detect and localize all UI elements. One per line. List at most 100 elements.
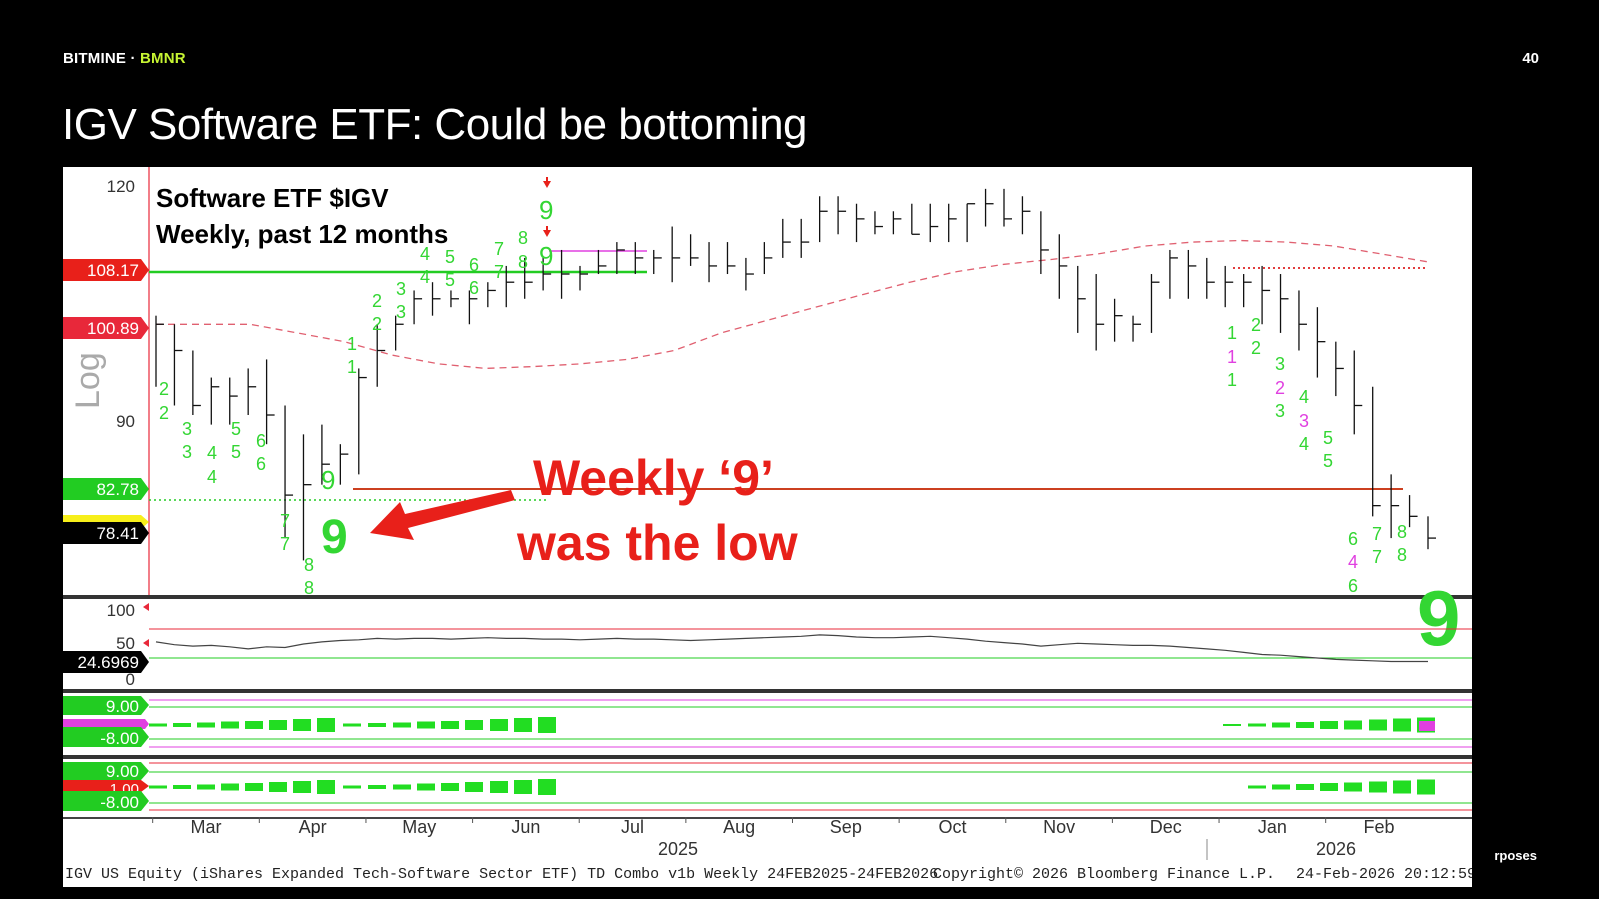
brand-name: BITMINE	[63, 50, 127, 67]
page-number: 40	[1522, 50, 1539, 67]
combo-bar	[343, 723, 361, 727]
x-tick-label: Oct	[938, 817, 966, 837]
combo-bar	[1320, 721, 1338, 729]
td-count: 4	[207, 467, 217, 487]
combo-bar	[221, 783, 239, 791]
combo-bar	[1296, 722, 1314, 728]
combo1-label: -8.00	[100, 729, 139, 748]
chart-title: Software ETF $IGV	[156, 183, 389, 213]
td-count: 7	[280, 534, 290, 554]
x-tick-label: Apr	[299, 817, 327, 837]
down-arrow-stem	[546, 177, 548, 182]
combo-bar	[514, 718, 532, 732]
combo1-bars	[149, 717, 1435, 733]
td-count-9-top: 9	[539, 241, 553, 271]
rsi-tick: 100	[107, 601, 135, 620]
panel-separator	[63, 595, 1472, 599]
td-count: 4	[420, 244, 430, 264]
td-count: 3	[396, 302, 406, 322]
td-count: 8	[1397, 545, 1407, 565]
brand-separator: ·	[126, 50, 141, 67]
td-count: 8	[304, 578, 314, 598]
x-tick-label: Feb	[1363, 817, 1394, 837]
td-count: 5	[1323, 428, 1333, 448]
x-tick-label: Jul	[621, 817, 644, 837]
td-count: 2	[372, 314, 382, 334]
price-tag-78: 78.41	[63, 522, 149, 544]
combo-bar	[368, 723, 386, 727]
td-count: 8	[518, 228, 528, 248]
combo1-label: 9.00	[106, 697, 139, 716]
combo-bar	[1320, 783, 1338, 791]
price-tag-label: 82.78	[96, 480, 139, 499]
callout-line-2: was the low	[516, 515, 798, 571]
combo-bar	[490, 781, 508, 793]
td-count-9-small: 9	[321, 465, 335, 495]
combo-bar	[368, 785, 386, 789]
down-arrow-icon	[543, 181, 551, 188]
combo-bar	[1223, 724, 1241, 726]
combo2-tag-9: 9.00	[63, 762, 149, 781]
combo-bar	[1393, 780, 1411, 794]
combo-bar	[1344, 720, 1362, 730]
td-count: 5	[1323, 451, 1333, 471]
down-arrow-icon	[543, 230, 551, 237]
sell-arrows	[543, 177, 551, 237]
td-counts-magenta: 1 2 3 4	[1227, 347, 1358, 572]
rsi-value-label: 24.6969	[78, 653, 139, 672]
td-count: 5	[231, 419, 241, 439]
year-label: 2026	[1316, 839, 1356, 859]
td-count: 4	[1299, 434, 1309, 454]
combo1-tag-magenta	[63, 719, 149, 729]
td-count: 4	[1299, 387, 1309, 407]
rsi-line	[155, 634, 1428, 663]
td-count: 3	[1299, 411, 1309, 431]
td-count: 2	[1251, 315, 1261, 335]
x-tick-label: Mar	[191, 817, 222, 837]
td-count: 6	[256, 454, 266, 474]
td-count: 8	[1397, 522, 1407, 542]
td-count: 4	[207, 443, 217, 463]
combo-bar	[417, 783, 435, 791]
td-count: 6	[1348, 529, 1358, 549]
combo-bar	[1344, 782, 1362, 792]
td-count: 4	[1348, 552, 1358, 572]
td-count: 3	[1275, 401, 1285, 421]
chart-subtitle: Weekly, past 12 months	[156, 219, 448, 249]
x-tick-label: Sep	[830, 817, 862, 837]
td-count: 6	[256, 431, 266, 451]
x-axis: Mar Apr May Jun Jul Aug Sep Oct Nov Dec Jan Feb	[152, 817, 1395, 837]
combo-bar	[317, 780, 335, 794]
price-tag-108: 108.17	[63, 259, 149, 281]
td-count: 3	[396, 279, 406, 299]
combo-bar	[1369, 781, 1387, 793]
x-tick-label: May	[402, 817, 436, 837]
x-tick-label: Jun	[511, 817, 540, 837]
combo-bar	[343, 785, 361, 789]
combo-bar	[269, 720, 287, 730]
td-count: 2	[1251, 338, 1261, 358]
combo-bar	[197, 784, 215, 790]
td-count: 8	[518, 252, 528, 272]
combo2-label: 9.00	[106, 762, 139, 781]
chart-background	[63, 167, 1472, 887]
combo-bar	[441, 783, 459, 791]
rsi-value-tag: 24.6969	[63, 651, 149, 673]
td-count: 7	[280, 511, 290, 531]
combo-bar-magenta	[1419, 721, 1435, 731]
td-count: 1	[1227, 347, 1237, 367]
y-tick-120: 120	[107, 177, 135, 196]
combo-bar	[269, 782, 287, 792]
rsi-tick: 50	[116, 634, 135, 653]
brand-header: BITMINE · BMNR	[63, 50, 186, 67]
price-bars	[155, 188, 1436, 561]
y-tick-90: 90	[116, 412, 135, 431]
td-count: 7	[1372, 524, 1382, 544]
td-count: 1	[1227, 370, 1237, 390]
combo-bar	[393, 722, 411, 728]
x-tick-label: Aug	[723, 817, 755, 837]
td-counts: 2 2 3 3 4 4 5 5 6 6 7 7 8 8 9 9 1 1 2 2 …	[159, 195, 1407, 598]
footer-fragment: rposes	[1494, 848, 1537, 863]
combo-bar	[393, 784, 411, 790]
td-count-9-large: 9	[321, 511, 348, 564]
